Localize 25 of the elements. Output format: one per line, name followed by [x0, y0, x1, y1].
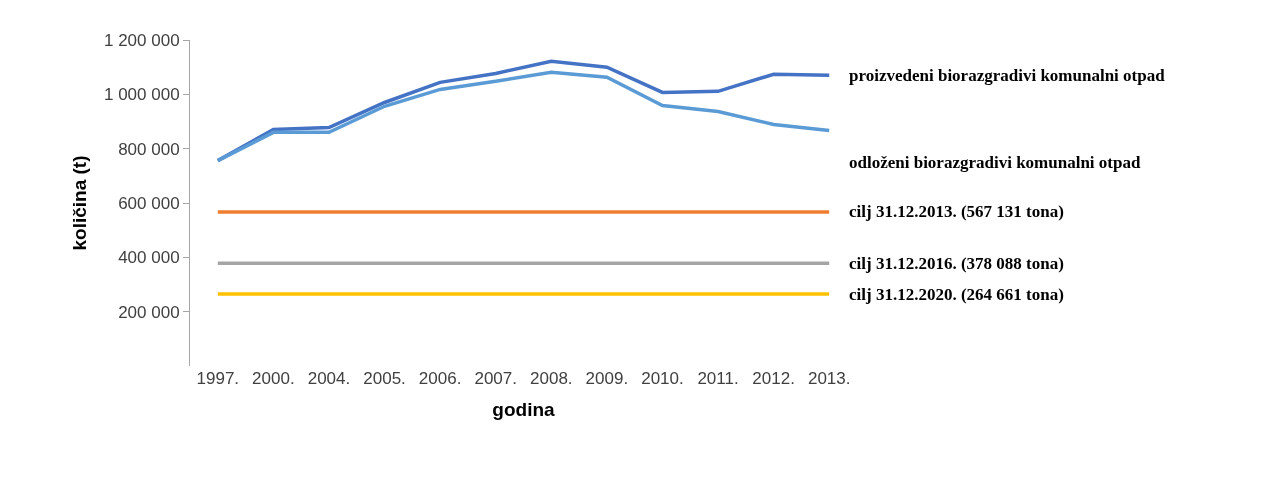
x-tick-label: 2005.: [363, 369, 406, 388]
y-tick-label: 800 000: [118, 139, 180, 159]
x-tick-label: 2007.: [474, 369, 517, 388]
x-tick-label: 1997.: [196, 369, 240, 388]
y-axis-title: količina (t): [68, 155, 90, 251]
series-label: odloženi biorazgradivi komunalni otpad: [849, 153, 1141, 172]
x-tick-label: 2006.: [418, 369, 462, 388]
x-tick-label: 2000.: [252, 369, 295, 388]
y-tick-label: 1 000 000: [103, 85, 180, 105]
y-tick-label: 1 200 000: [103, 30, 180, 50]
series-label: cilj 31.12.2020. (264 661 tona): [849, 285, 1064, 304]
x-axis-title: godina: [492, 398, 556, 420]
series-label: proizvedeni biorazgradivi komunalni otpad: [849, 66, 1166, 85]
y-tick-label: 600 000: [118, 193, 180, 213]
y-tick-label: 200 000: [118, 302, 180, 322]
x-tick-label: 2011.: [697, 369, 739, 388]
series-label: cilj 31.12.2016. (378 088 tona): [849, 254, 1064, 273]
x-tick-label: 2013.: [807, 369, 851, 388]
y-tick-label: 400 000: [118, 248, 180, 268]
series-label: cilj 31.12.2013. (567 131 tona): [849, 202, 1064, 221]
x-tick-label: 2004.: [307, 369, 351, 388]
x-tick-label: 2008.: [530, 369, 573, 388]
x-tick-label: 2012.: [752, 369, 795, 388]
x-tick-label: 2010.: [641, 369, 684, 388]
x-tick-label: 2009.: [585, 369, 629, 388]
